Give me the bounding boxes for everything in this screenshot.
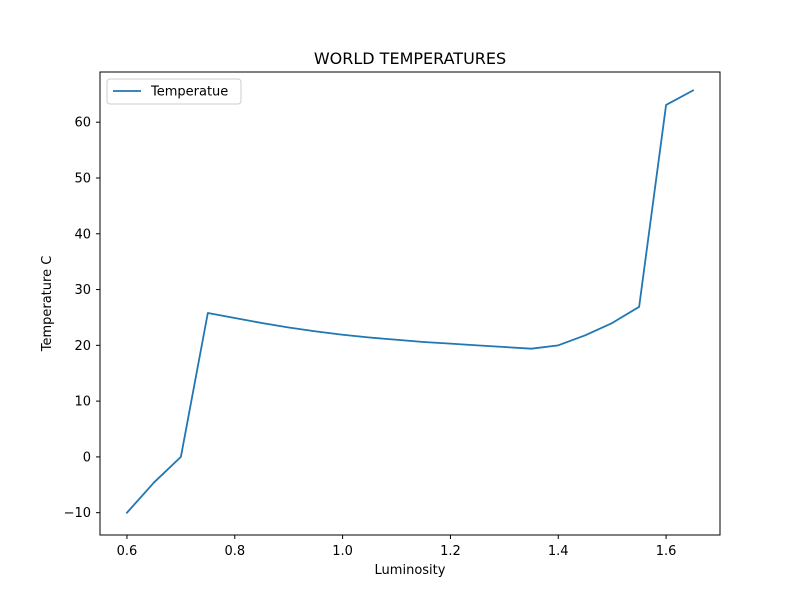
x-tick-label: 1.2 [440,544,461,559]
legend-box [106,78,242,105]
legend: Temperatue [106,78,242,105]
legend-label: Temperatue [150,85,228,100]
y-tick-label: 60 [74,116,91,131]
plot-frame [99,71,721,536]
x-tick-label: 1.0 [332,544,353,559]
x-axis-label: Luminosity [375,563,446,578]
y-tick-label: 10 [74,395,91,410]
temperature-series-line [125,89,695,514]
x-axis-ticks: 0.6 0.8 1.0 1.2 1.4 1.6 [117,535,677,559]
y-tick-label: −10 [64,506,91,521]
y-axis-label: Temperature C [40,256,55,353]
x-tick-label: 0.8 [224,544,245,559]
y-tick-label: 30 [74,283,91,298]
x-tick-label: 0.6 [117,544,138,559]
y-tick-label: 50 [74,171,91,186]
y-tick-label: 40 [74,227,91,242]
x-tick-label: 1.6 [656,544,677,559]
chart-title: WORLD TEMPERATURES [314,49,506,68]
x-tick-label: 1.4 [548,544,569,559]
y-tick-label: 0 [83,450,91,465]
y-tick-label: 20 [74,339,91,354]
y-axis-ticks: −10 0 10 20 30 40 50 60 [64,116,100,521]
